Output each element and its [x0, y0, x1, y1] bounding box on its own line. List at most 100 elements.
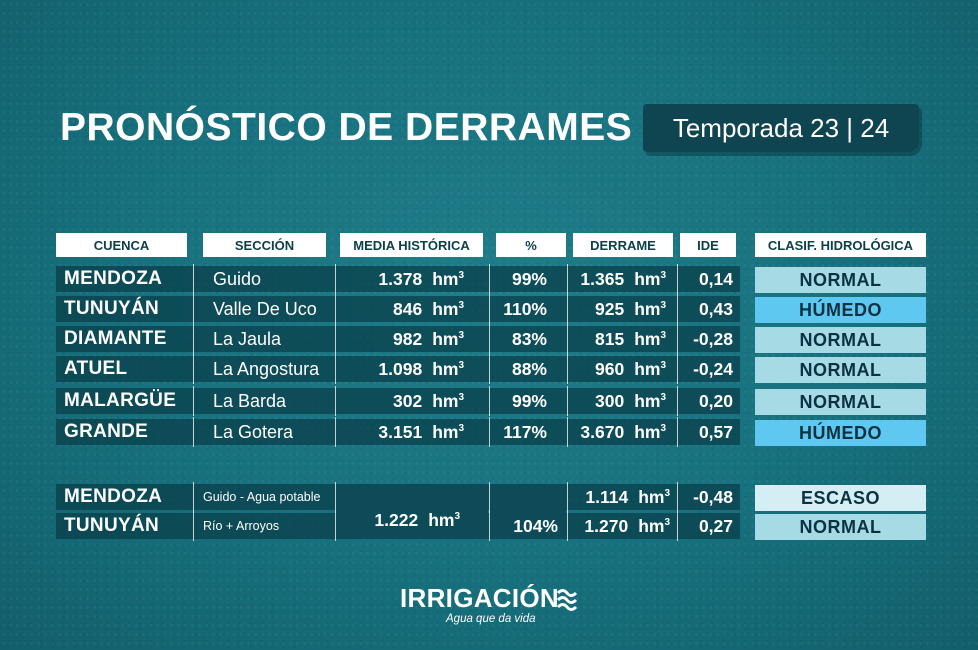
unit-text: hm [634, 421, 661, 442]
column-divider [489, 324, 490, 354]
media-historica-value: 846 [392, 298, 423, 319]
derrame-value: 300 hm3 [570, 388, 666, 414]
column-divider [567, 324, 568, 354]
irrigacion-logo: IRRIGACIÓN Agua que da vida [400, 583, 600, 633]
header-cuenca: CUENCA [56, 233, 187, 257]
derrame-value: 1.270 hm3 [570, 513, 670, 539]
unit-sup: 3 [660, 422, 666, 434]
header-ide: IDE [680, 233, 736, 257]
unit-sup: 3 [458, 359, 464, 371]
media-historica: 982 hm3 [340, 326, 464, 352]
column-divider [335, 264, 336, 294]
unit-sup: 3 [458, 329, 464, 341]
media-historica-value: 1.378 [378, 268, 423, 289]
table-row [56, 266, 740, 292]
media-historica-value: 302 [392, 390, 423, 411]
column-divider [335, 294, 336, 324]
column-divider [193, 354, 194, 384]
table-row [56, 326, 740, 352]
unit-sup: 3 [660, 359, 666, 371]
unit-text: hm [634, 268, 661, 289]
unit-text: hm [638, 486, 665, 507]
media-historica: 3.151 hm3 [340, 419, 464, 445]
media-historica: 302 hm3 [340, 388, 464, 414]
derrame-value-value: 1.270 [584, 515, 629, 536]
column-divider [677, 386, 678, 416]
unit-hm3: hm3 [432, 422, 464, 443]
media-historica-value: 3.151 [378, 421, 423, 442]
unit-text: hm [432, 298, 459, 319]
clasif-badge: NORMAL [755, 357, 926, 383]
unit-text: hm [432, 328, 459, 349]
pct-value: 83% [511, 328, 547, 349]
ide-value: 0,27 [698, 515, 733, 536]
derrame-value-value: 1.114 [585, 486, 629, 507]
media-historica-value: 982 [392, 328, 423, 349]
column-divider [489, 264, 490, 294]
unit-sup: 3 [454, 510, 460, 522]
derrame-value-value: 960 [594, 358, 625, 379]
unit-hm3: hm3 [432, 391, 464, 412]
seccion-name: La Barda [213, 390, 287, 411]
seccion-name: La Angostura [213, 358, 320, 379]
clasif-badge: ESCASO [755, 485, 926, 511]
column-divider [489, 354, 490, 384]
clasif-badge: NORMAL [755, 267, 926, 293]
derrame-value: 1.365 hm3 [570, 266, 666, 292]
merged-cell [336, 484, 488, 539]
seccion-name: Valle De Uco [213, 298, 317, 319]
unit-sup: 3 [458, 299, 464, 311]
pct-value: 88% [511, 358, 547, 379]
header-derrame: DERRAME [573, 233, 673, 257]
unit-sup: 3 [664, 487, 670, 499]
unit-text: hm [634, 298, 661, 319]
ide-value: 0,14 [698, 268, 733, 289]
column-divider [677, 324, 678, 354]
media-historica: 1.222 hm3 [340, 507, 460, 533]
clasif-badge: HÚMEDO [755, 420, 926, 446]
unit-text: hm [634, 358, 661, 379]
column-divider [677, 482, 678, 541]
column-divider [489, 294, 490, 324]
pct-value: 110% [503, 298, 547, 319]
seccion-name: Guido [213, 268, 262, 289]
unit-hm3: hm3 [634, 422, 666, 443]
column-divider [193, 417, 194, 447]
unit-text: hm [428, 509, 455, 530]
derrame-value-value: 300 [594, 390, 625, 411]
media-historica-value: 1.222 [374, 509, 419, 530]
unit-sup: 3 [660, 269, 666, 281]
table-row [56, 296, 740, 322]
ide-value: -0,24 [693, 358, 733, 379]
page-title: PRONÓSTICO DE DERRAMES [60, 106, 633, 149]
unit-sup: 3 [660, 299, 666, 311]
logo-tagline: Agua que da vida [446, 613, 536, 625]
derrame-value-value: 815 [594, 328, 625, 349]
unit-sup: 3 [660, 329, 666, 341]
column-divider [567, 482, 568, 541]
pct-value: 99% [511, 390, 547, 411]
seccion-name: Guido - Agua potable [203, 490, 321, 504]
clasif-badge: NORMAL [755, 389, 926, 415]
column-divider [335, 482, 336, 541]
seccion-name: La Jaula [213, 328, 282, 349]
pct-value: 99% [511, 268, 547, 289]
unit-hm3: hm3 [634, 391, 666, 412]
column-divider [489, 482, 490, 541]
unit-hm3: hm3 [432, 329, 464, 350]
column-divider [193, 324, 194, 354]
unit-hm3: hm3 [428, 510, 460, 531]
column-divider [335, 417, 336, 447]
unit-sup: 3 [664, 516, 670, 528]
unit-text: hm [432, 421, 459, 442]
unit-text: hm [634, 328, 661, 349]
column-divider [677, 417, 678, 447]
derrame-value: 3.670 hm3 [570, 419, 666, 445]
derrame-value: 960 hm3 [570, 356, 666, 382]
unit-text: hm [638, 515, 665, 536]
column-divider [567, 294, 568, 324]
column-divider [193, 294, 194, 324]
column-divider [489, 417, 490, 447]
pct-value: 117% [503, 421, 547, 442]
table-row [56, 388, 740, 414]
